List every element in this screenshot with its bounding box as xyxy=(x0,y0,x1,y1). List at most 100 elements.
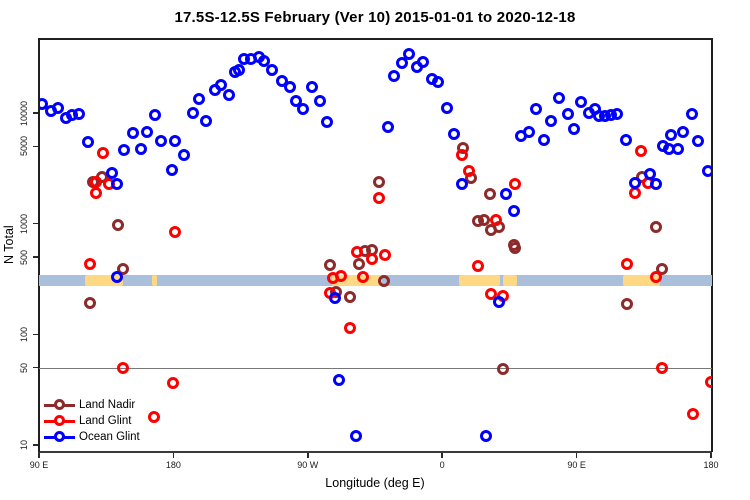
land-patch xyxy=(152,275,157,286)
data-point-land-nadir xyxy=(655,263,668,276)
y-tick xyxy=(33,333,38,336)
data-point-ocean-glint xyxy=(440,101,453,114)
data-point-ocean-glint xyxy=(52,102,65,115)
data-point-ocean-glint xyxy=(168,135,181,148)
y-tick-label: 10000 xyxy=(19,100,29,126)
data-point-land-glint xyxy=(485,287,498,300)
data-point-land-glint xyxy=(379,248,392,261)
data-point-land-glint xyxy=(116,361,129,374)
data-point-land-glint xyxy=(334,270,347,283)
data-point-ocean-glint xyxy=(649,177,662,190)
data-point-ocean-glint xyxy=(110,271,123,284)
x-tick-label: 0 xyxy=(439,460,445,470)
land-patch xyxy=(622,275,661,286)
data-point-ocean-glint xyxy=(575,95,588,108)
x-tick xyxy=(172,453,175,458)
data-point-ocean-glint xyxy=(403,47,416,60)
data-point-ocean-glint xyxy=(561,107,574,120)
data-point-land-glint xyxy=(89,175,102,188)
x-tick-label: 90 W xyxy=(297,460,319,470)
data-point-ocean-glint xyxy=(313,95,326,108)
x-tick-label: 180 xyxy=(165,460,181,470)
data-point-land-nadir xyxy=(497,362,510,375)
data-point-ocean-glint xyxy=(289,95,302,108)
data-point-land-nadir xyxy=(373,175,386,188)
data-point-ocean-glint xyxy=(222,88,235,101)
data-point-ocean-glint xyxy=(522,126,535,139)
land-patch xyxy=(85,275,123,286)
data-point-land-nadir xyxy=(112,218,125,231)
data-point-ocean-glint xyxy=(552,91,565,104)
legend-label: Ocean Glint xyxy=(79,431,140,443)
land-patch xyxy=(331,275,383,286)
x-tick-label: 90 E xyxy=(567,460,586,470)
data-point-land-glint xyxy=(343,322,356,335)
data-point-ocean-glint xyxy=(200,115,213,128)
data-point-land-glint xyxy=(147,410,160,423)
y-tick-label: 10 xyxy=(19,440,29,451)
data-point-ocean-glint xyxy=(186,107,199,120)
reference-line-n50 xyxy=(39,367,712,370)
data-point-ocean-glint xyxy=(388,70,401,83)
data-point-ocean-glint xyxy=(619,134,632,147)
data-point-land-nadir xyxy=(324,259,337,272)
data-point-ocean-glint xyxy=(479,430,492,443)
data-point-ocean-glint xyxy=(567,122,580,135)
data-point-ocean-glint xyxy=(149,108,162,121)
data-point-land-glint xyxy=(649,271,662,284)
data-point-land-nadir xyxy=(83,297,96,310)
data-point-ocean-glint xyxy=(82,136,95,149)
data-point-land-nadir xyxy=(116,263,129,276)
legend-item: Ocean Glint xyxy=(44,430,204,446)
land-patch xyxy=(503,275,517,286)
data-point-ocean-glint xyxy=(672,142,685,155)
data-point-ocean-glint xyxy=(283,81,296,94)
data-point-land-glint xyxy=(455,148,468,161)
data-point-land-nadir xyxy=(485,224,498,237)
data-point-land-nadir xyxy=(649,220,662,233)
x-tick xyxy=(441,453,443,458)
legend-marker-ring xyxy=(54,415,65,426)
data-point-land-glint xyxy=(97,146,110,159)
data-point-ocean-glint xyxy=(507,204,520,217)
data-point-ocean-glint xyxy=(643,168,656,180)
data-point-ocean-glint xyxy=(382,121,395,134)
data-point-ocean-glint xyxy=(530,102,543,115)
plot-border-left xyxy=(38,38,40,452)
data-point-ocean-glint xyxy=(492,295,505,308)
data-point-land-glint xyxy=(628,187,641,200)
plot-border-bottom xyxy=(38,450,712,453)
data-point-ocean-glint xyxy=(140,126,153,139)
plot-area xyxy=(39,38,712,452)
y-tick-label: 1000 xyxy=(19,213,29,234)
data-point-land-glint xyxy=(621,258,634,270)
data-point-ocean-glint xyxy=(545,114,558,127)
y-tick xyxy=(33,256,38,258)
data-point-ocean-glint xyxy=(73,107,86,120)
data-point-land-nadir xyxy=(621,297,634,310)
data-point-ocean-glint xyxy=(610,107,623,120)
data-point-land-glint xyxy=(373,192,386,205)
x-tick xyxy=(710,453,712,458)
data-point-land-glint xyxy=(83,258,96,270)
data-point-ocean-glint xyxy=(685,107,698,120)
data-point-land-glint xyxy=(366,252,378,265)
data-point-ocean-glint xyxy=(127,127,140,140)
land-patch xyxy=(458,275,501,286)
data-point-ocean-glint xyxy=(416,55,429,68)
data-point-land-glint xyxy=(168,225,181,238)
y-tick xyxy=(33,112,38,114)
data-point-ocean-glint xyxy=(676,126,689,139)
legend-marker-ring xyxy=(54,431,65,442)
data-point-ocean-glint xyxy=(664,128,677,141)
data-point-land-nadir xyxy=(352,257,365,270)
data-point-ocean-glint xyxy=(455,178,468,191)
data-point-land-glint xyxy=(463,165,476,178)
data-point-ocean-glint xyxy=(215,79,228,92)
x-tick-label: 180 xyxy=(703,460,719,470)
data-point-ocean-glint xyxy=(431,75,444,88)
data-point-ocean-glint xyxy=(106,166,119,179)
data-point-land-nadir xyxy=(377,275,390,288)
data-point-land-glint xyxy=(472,259,485,272)
data-point-ocean-glint xyxy=(297,102,310,115)
